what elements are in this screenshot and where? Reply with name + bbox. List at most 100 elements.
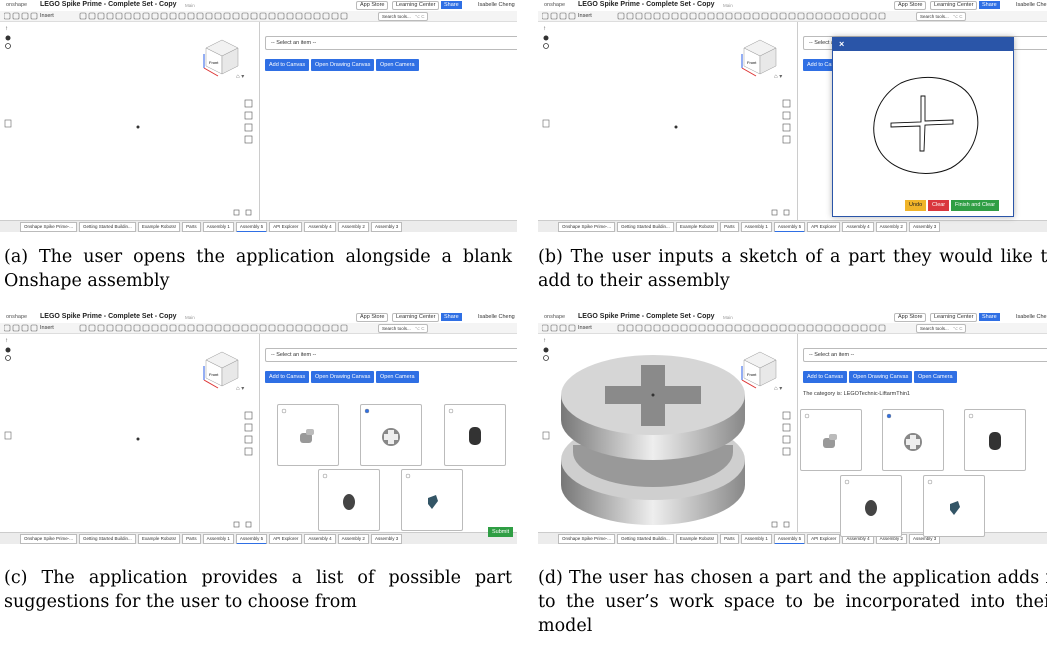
tab[interactable]: Example Robots! [676, 222, 718, 232]
tab[interactable]: Getting Started Buildin... [79, 222, 136, 232]
part-card[interactable] [401, 469, 463, 531]
action-button[interactable]: Add to Canvas [803, 371, 847, 383]
modal-button[interactable]: Clear [928, 200, 949, 211]
tab[interactable]: Parts [182, 222, 201, 232]
tab[interactable]: Onshape Spike Prime-... [558, 534, 615, 544]
search-box[interactable]: Search tools...⌥ C [378, 12, 428, 21]
insert-button[interactable]: Insert [578, 13, 592, 19]
share-button[interactable]: Share [979, 313, 1000, 321]
submit-button[interactable]: Submit [488, 527, 513, 537]
app-store[interactable]: App Store [894, 1, 926, 10]
tab[interactable]: Assembly 4 [842, 222, 873, 232]
tab[interactable]: Assembly 5 [236, 534, 267, 544]
part-card[interactable] [882, 409, 944, 471]
learning-center[interactable]: Learning Center [392, 313, 439, 322]
panel-divider [259, 334, 260, 532]
user-name[interactable]: Isabelle Cheng [478, 314, 515, 320]
tab[interactable]: Parts [182, 534, 201, 544]
tab[interactable]: Assembly 3 [371, 534, 402, 544]
search-box[interactable]: Search tools...⌥ C [916, 324, 966, 333]
tab[interactable]: Getting Started Buildin... [79, 534, 136, 544]
action-button[interactable]: Add to Canvas [265, 59, 309, 71]
side-icons [243, 98, 255, 150]
item-select[interactable]: -- Select an item -- [265, 36, 517, 50]
learning-center[interactable]: Learning Center [930, 1, 977, 10]
share-button[interactable]: Share [441, 1, 462, 9]
tab[interactable]: Assembly 1 [203, 222, 234, 232]
tab[interactable]: Assembly 2 [338, 222, 369, 232]
part-card[interactable] [277, 404, 339, 466]
tab[interactable]: Assembly 1 [741, 534, 772, 544]
learning-center[interactable]: Learning Center [392, 1, 439, 10]
share-button[interactable]: Share [979, 1, 1000, 9]
user-name[interactable]: Isabelle Cheng [1016, 2, 1047, 8]
tab[interactable]: API Explorer [807, 534, 840, 544]
left-icons: ↑ [540, 336, 552, 446]
tab[interactable]: API Explorer [807, 222, 840, 232]
tab[interactable]: Example Robots! [676, 534, 718, 544]
tab[interactable]: Getting Started Buildin... [617, 222, 674, 232]
tab[interactable]: Assembly 2 [876, 222, 907, 232]
close-button[interactable]: × [839, 39, 844, 49]
tab[interactable]: API Explorer [269, 534, 302, 544]
tab[interactable]: Getting Started Buildin... [617, 534, 674, 544]
user-name[interactable]: Isabelle Cheng [478, 2, 515, 8]
learning-center[interactable]: Learning Center [930, 313, 977, 322]
tab[interactable]: API Explorer [269, 222, 302, 232]
action-button[interactable]: Open Drawing Canvas [311, 59, 374, 71]
action-button[interactable]: Open Drawing Canvas [311, 371, 374, 383]
tab[interactable]: Assembly 1 [741, 222, 772, 232]
item-select[interactable]: -- Select an item -- [803, 348, 1047, 362]
modal-button[interactable]: Finish and Clear [951, 200, 999, 211]
tab[interactable]: Assembly 1 [203, 534, 234, 544]
item-select[interactable]: -- Select an item -- [265, 348, 517, 362]
svg-text:⌂ ▾: ⌂ ▾ [236, 74, 244, 80]
part-card[interactable] [840, 475, 902, 537]
modal-button[interactable]: Undo [905, 200, 926, 211]
part-3d-model [553, 350, 753, 530]
insert-button[interactable]: Insert [578, 325, 592, 331]
user-name[interactable]: Isabelle Cheng [1016, 314, 1047, 320]
part-card[interactable] [964, 409, 1026, 471]
action-button[interactable]: Open Camera [376, 59, 419, 71]
tab[interactable]: Parts [720, 222, 739, 232]
app-store[interactable]: App Store [894, 313, 926, 322]
tab[interactable]: Assembly 3 [909, 222, 940, 232]
tab[interactable]: Parts [720, 534, 739, 544]
part-card[interactable] [800, 409, 862, 471]
insert-button[interactable]: Insert [40, 13, 54, 19]
part-preview [319, 470, 379, 530]
panel-divider [797, 22, 798, 220]
tab[interactable]: Onshape Spike Prime-... [20, 534, 77, 544]
part-card[interactable] [444, 404, 506, 466]
side-icons [243, 410, 255, 462]
action-button[interactable]: Open Camera [914, 371, 957, 383]
search-box[interactable]: Search tools...⌥ C [378, 324, 428, 333]
share-button[interactable]: Share [441, 313, 462, 321]
tab[interactable]: Example Robots! [138, 534, 180, 544]
tab[interactable]: Assembly 2 [338, 534, 369, 544]
tab[interactable]: Assembly 4 [304, 534, 335, 544]
action-button[interactable]: Open Camera [376, 371, 419, 383]
tab[interactable]: Example Robots! [138, 222, 180, 232]
part-card[interactable] [360, 404, 422, 466]
toolbar: Insert Search tools...⌥ C [538, 11, 1047, 22]
app-store[interactable]: App Store [356, 313, 388, 322]
tab[interactable]: Onshape Spike Prime-... [20, 222, 77, 232]
part-preview [841, 476, 901, 536]
part-card[interactable] [318, 469, 380, 531]
toolbar: Insert Search tools...⌥ C [538, 323, 1047, 334]
app-store[interactable]: App Store [356, 1, 388, 10]
tab[interactable]: Assembly 3 [371, 222, 402, 232]
part-card[interactable] [923, 475, 985, 537]
tab[interactable]: Onshape Spike Prime-... [558, 222, 615, 232]
tab[interactable]: Assembly 5 [774, 222, 805, 232]
tab[interactable]: Assembly 4 [304, 222, 335, 232]
side-icons [781, 410, 793, 462]
action-button[interactable]: Open Drawing Canvas [849, 371, 912, 383]
search-box[interactable]: Search tools...⌥ C [916, 12, 966, 21]
tab[interactable]: Assembly 5 [774, 534, 805, 544]
action-button[interactable]: Add to Canvas [265, 371, 309, 383]
tab[interactable]: Assembly 5 [236, 222, 267, 232]
insert-button[interactable]: Insert [40, 325, 54, 331]
